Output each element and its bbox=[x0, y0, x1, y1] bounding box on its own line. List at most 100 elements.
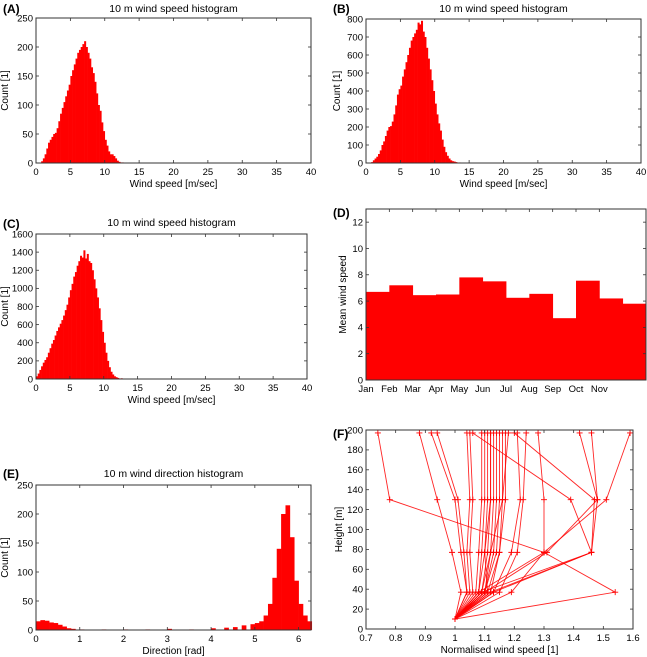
bar-sep bbox=[552, 318, 577, 380]
profile-point bbox=[449, 549, 456, 556]
histogram-bar bbox=[54, 335, 57, 379]
x-tick-label: 1.2 bbox=[508, 633, 521, 644]
profile-point bbox=[603, 496, 610, 503]
y-tick-label: 100 bbox=[17, 567, 33, 578]
histogram-bar bbox=[250, 624, 256, 630]
histogram-bar bbox=[107, 360, 110, 379]
histogram-bar bbox=[74, 272, 77, 379]
x-tick-label: 40 bbox=[636, 167, 647, 178]
histogram-bar bbox=[108, 151, 111, 163]
histogram-bar bbox=[78, 49, 81, 163]
histogram-bar bbox=[381, 145, 384, 163]
histogram-bar bbox=[105, 352, 108, 379]
plot-frame bbox=[365, 18, 642, 164]
plot-frame bbox=[365, 429, 634, 630]
bar-jan bbox=[366, 291, 390, 380]
y-tick-label: 300 bbox=[347, 104, 363, 115]
x-tick-label: 25 bbox=[200, 383, 211, 394]
y-tick-label: 200 bbox=[347, 425, 363, 436]
profile-point bbox=[434, 496, 441, 503]
y-axis-label: Height [m] bbox=[334, 506, 345, 552]
y-tick-label: 150 bbox=[17, 538, 33, 549]
y-tick-label: 100 bbox=[17, 100, 33, 111]
profile-point bbox=[499, 496, 506, 503]
histogram-bar bbox=[73, 276, 76, 379]
bar-jul bbox=[506, 297, 530, 380]
y-tick-label: 800 bbox=[17, 302, 33, 313]
histogram-bar bbox=[58, 121, 61, 163]
histogram-bar bbox=[453, 161, 456, 163]
x-tick-label: 40 bbox=[306, 167, 317, 178]
histogram-bar bbox=[267, 603, 273, 630]
profile-point bbox=[627, 429, 634, 436]
histogram-bar bbox=[88, 261, 91, 379]
x-tick-label: Feb bbox=[381, 384, 397, 395]
histogram-bar bbox=[84, 41, 87, 164]
histogram-bar bbox=[52, 340, 55, 379]
histogram-bar bbox=[403, 69, 406, 163]
y-tick-label: 4 bbox=[358, 323, 363, 334]
y-axis-label: Mean wind speed bbox=[338, 255, 349, 333]
profile-point bbox=[452, 616, 458, 623]
histogram-bar bbox=[82, 44, 85, 163]
x-tick-label: 25 bbox=[533, 167, 544, 178]
histogram-bar bbox=[451, 161, 454, 163]
x-tick-label: 20 bbox=[168, 167, 179, 178]
chart-title: 10 m wind speed histogram bbox=[107, 217, 236, 229]
profile-line bbox=[454, 432, 598, 620]
histogram-bar bbox=[46, 357, 49, 379]
histogram-bar bbox=[44, 154, 47, 163]
x-tick-label: 15 bbox=[134, 167, 145, 178]
data-marks bbox=[36, 250, 140, 379]
histogram-bar bbox=[298, 603, 304, 630]
x-tick-label: Jan bbox=[358, 384, 373, 395]
profile-point bbox=[481, 549, 488, 556]
histogram-bar bbox=[59, 323, 62, 379]
histogram-bar bbox=[85, 47, 88, 163]
histogram-bar bbox=[383, 141, 386, 163]
y-tick-label: 200 bbox=[17, 42, 33, 53]
y-tick-label: 140 bbox=[347, 485, 363, 496]
profile-point bbox=[454, 496, 461, 503]
profile-point bbox=[496, 549, 503, 556]
histogram-bar bbox=[422, 31, 425, 163]
profile-point bbox=[567, 496, 574, 503]
histogram-bar bbox=[48, 142, 51, 163]
profile-point bbox=[514, 549, 521, 556]
profile-point bbox=[487, 549, 494, 556]
histogram-bar bbox=[106, 145, 109, 163]
x-tick-label: Oct bbox=[569, 384, 584, 395]
y-tick-label: 600 bbox=[17, 320, 33, 331]
histogram-bar bbox=[391, 121, 394, 163]
histogram-bar bbox=[94, 81, 97, 163]
histogram-bar bbox=[96, 297, 99, 379]
histogram-bar bbox=[63, 315, 66, 379]
x-tick-label: 25 bbox=[203, 167, 214, 178]
bar-jun bbox=[482, 281, 507, 380]
histogram-bar bbox=[112, 374, 115, 379]
histogram-bar bbox=[101, 122, 104, 163]
histogram-bar bbox=[81, 257, 84, 379]
profile-point bbox=[428, 429, 435, 436]
bar-nov bbox=[599, 298, 624, 380]
x-tick-label: 15 bbox=[464, 167, 475, 178]
y-tick-label: 2 bbox=[358, 349, 363, 360]
histogram-bar bbox=[113, 376, 116, 379]
histogram-bar bbox=[111, 154, 114, 163]
panel-label: (F) bbox=[333, 427, 348, 441]
histogram-bar bbox=[56, 330, 59, 379]
x-tick-label: 20 bbox=[166, 383, 177, 394]
histogram-bar bbox=[408, 47, 411, 163]
panel-c: (C) 10 m wind speed histogram 0 5 10 15 20 25 30… bbox=[0, 217, 312, 406]
histogram-bar bbox=[36, 376, 38, 379]
x-tick-label: Sep bbox=[544, 384, 561, 395]
histogram-bar bbox=[224, 627, 229, 630]
y-tick-label: 0 bbox=[28, 158, 33, 169]
x-tick-label: 35 bbox=[268, 383, 279, 394]
histogram-bar bbox=[44, 359, 47, 379]
x-tick-label: Aug bbox=[521, 384, 538, 395]
histogram-bar bbox=[441, 139, 444, 163]
data-marks bbox=[374, 429, 634, 623]
histogram-bar bbox=[263, 615, 269, 630]
